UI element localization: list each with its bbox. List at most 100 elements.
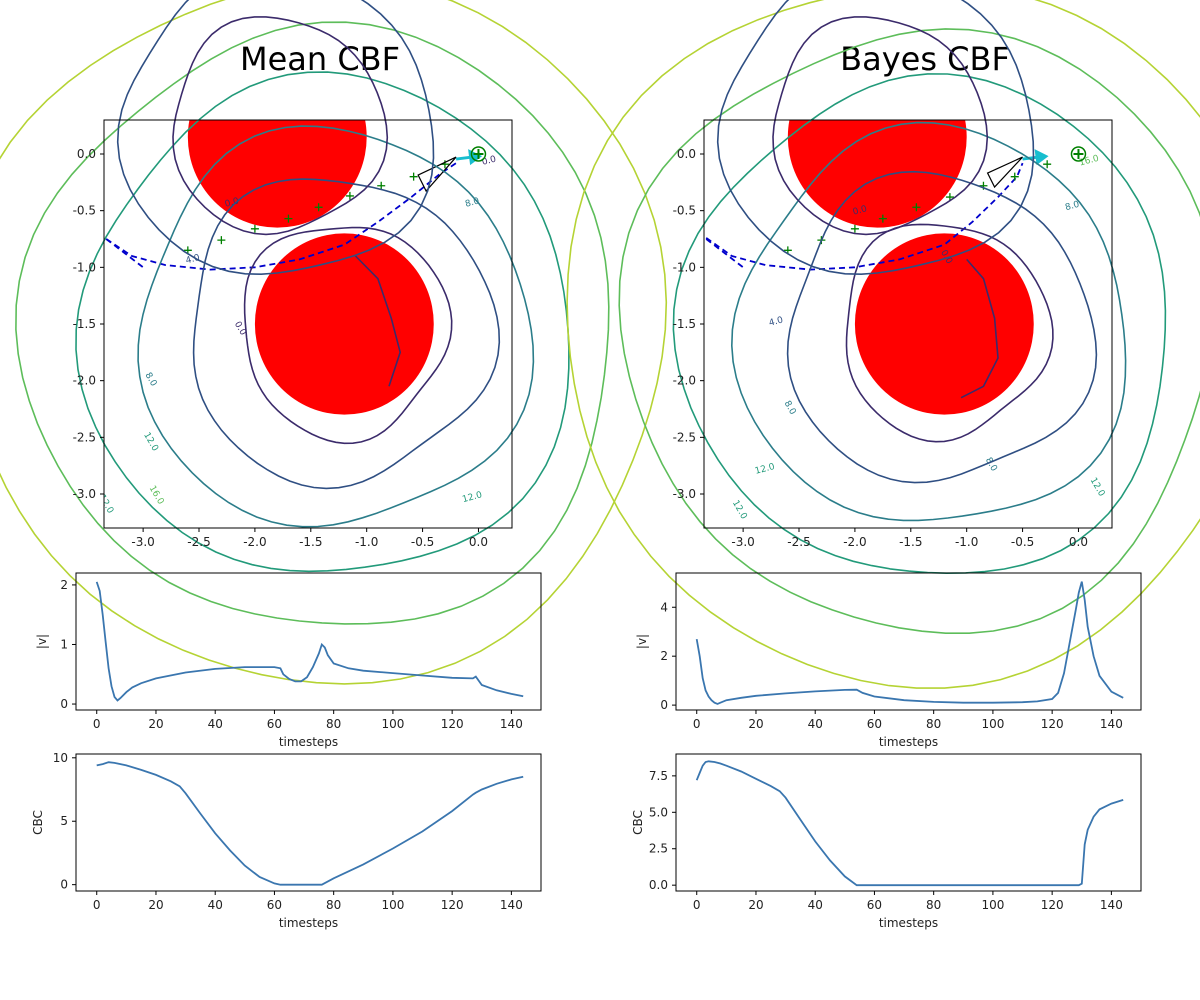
mean-map-waypoint-marker (345, 191, 354, 200)
mean-map-velocity-arrow-head (468, 149, 483, 166)
bayes-cbc-ytick-label: 2.5 (649, 842, 668, 856)
mean-map-xtick-label: -2.5 (187, 535, 210, 549)
bayes-cbc-xtick-label: 140 (1100, 898, 1123, 912)
mean-cbc-xtick-label: 0 (93, 898, 101, 912)
bayes-map-ytick-label: 0.0 (677, 147, 696, 161)
bayes-map-contour-line (786, 170, 1098, 484)
bayes-v-ytick-label: 2 (660, 649, 668, 663)
mean-map-waypoint-marker (314, 203, 323, 212)
mean-map-trajectory (105, 162, 457, 271)
bayes-v-frame (675, 572, 1142, 711)
bayes-map-waypoint-marker (912, 203, 921, 212)
mean-map-ytick-label: -2.5 (73, 430, 96, 444)
mean-v-frame (75, 572, 542, 711)
mean-cbc-ytick-label: 5 (60, 814, 68, 828)
mean-v-ytick-label: 2 (60, 578, 68, 592)
bayes-map-ytick-label: -0.5 (673, 204, 696, 218)
mean-cbc-xtick-label: 100 (381, 898, 404, 912)
bayes-map-obstacle-1 (787, 120, 967, 228)
mean-map-contour-label: 0.0 (481, 154, 498, 167)
mean-map-xtick-label: -1.5 (299, 535, 322, 549)
title-bayes-cbf: Bayes CBF (840, 40, 1010, 78)
mean-map-waypoint-marker (250, 224, 259, 233)
mean-v-xtick-label: 40 (208, 717, 223, 731)
bayes-v-ytick-label: 0 (660, 698, 668, 712)
bayes-map-contour-line (845, 223, 1054, 443)
bayes-cbc-xtick-label: 40 (808, 898, 823, 912)
bayes-cbc-xtick-label: 60 (867, 898, 882, 912)
mean-cbc-xtick-label: 80 (326, 898, 341, 912)
bayes-v-ytick-label: 4 (660, 600, 668, 614)
bayes-map-waypoint-marker (878, 214, 887, 223)
mean-v-xtick-label: 0 (93, 717, 101, 731)
mean-map-contour-line (243, 226, 453, 445)
bayes-map-waypoint-marker (850, 224, 859, 233)
mean-cbc-xlabel: timesteps (279, 916, 338, 930)
mean-cbc-xtick-label: 120 (441, 898, 464, 912)
mean-map-xtick-label: -0.5 (411, 535, 434, 549)
mean-cbc-xtick-label: 40 (208, 898, 223, 912)
bayes-map-robot-triangle (986, 156, 1024, 189)
mean-cbc-series-line (96, 761, 524, 886)
bayes-cbc-ylabel: CBC (631, 810, 645, 835)
bayes-map-xtick-label: -1.0 (955, 535, 978, 549)
bayes-map-xtick-label: -3.0 (731, 535, 754, 549)
bayes-map-contour-line (730, 121, 1127, 522)
mean-map-xtick-label: -3.0 (131, 535, 154, 549)
mean-map-contour-label: 0.0 (224, 196, 241, 209)
bayes-v-xtick-label: 100 (981, 717, 1004, 731)
bayes-v-xtick-label: 140 (1100, 717, 1123, 731)
bayes-cbc-ytick-label: 5.0 (649, 805, 668, 819)
mean-v-xtick-label: 140 (500, 717, 523, 731)
bayes-map-plot-area: 0.00.04.08.08.08.012.012.016.012.0 (705, 120, 1107, 521)
mean-map-ytick-label: -1.0 (73, 260, 96, 274)
mean-map-ytick-label: -1.5 (73, 317, 96, 331)
bayes-map-contour-line (772, 16, 989, 236)
mean-cbc-ytick-label: 10 (53, 751, 68, 765)
mean-map-waypoint-marker (377, 181, 386, 190)
mean-v-ylabel: |v| (35, 634, 49, 649)
bayes-map-contour-label: 12.0 (1088, 476, 1107, 499)
bayes-map-contour-line (566, 0, 1200, 689)
mean-v-xtick-label: 100 (381, 717, 404, 731)
bayes-map-contour-label: 8.0 (782, 399, 798, 417)
mean-map-contour-line (192, 178, 501, 490)
mean-map-ytick-label: -2.0 (73, 374, 96, 388)
bayes-map-contour-line (672, 73, 1167, 575)
bayes-cbc-xtick-label: 20 (748, 898, 763, 912)
mean-map-contour-label: 12.0 (461, 490, 483, 505)
bayes-v-ylabel: |v| (635, 634, 649, 649)
bayes-map-contour-line (716, 0, 1035, 276)
mean-map-xtick-label: -2.0 (243, 535, 266, 549)
mean-map-goal-circle (470, 146, 487, 162)
bayes-map-ytick-label: -1.0 (673, 260, 696, 274)
mean-cbc-ylabel: CBC (31, 810, 45, 835)
mean-cbc-frame (75, 753, 542, 892)
mean-map-contour-label: 12.0 (96, 493, 115, 516)
mean-map-contour-line (116, 0, 435, 276)
mean-map-contour-line (172, 16, 389, 236)
bayes-v-xlabel: timesteps (879, 735, 938, 749)
bayes-cbc-xtick-label: 100 (981, 898, 1004, 912)
bayes-cbc-frame (675, 753, 1142, 892)
bayes-v-xtick-label: 80 (926, 717, 941, 731)
bayes-map-ytick-label: -2.5 (673, 430, 696, 444)
mean-map-contour-line (354, 255, 402, 387)
mean-v-series-line (95, 581, 524, 702)
bayes-map-goal-marker (1073, 149, 1084, 159)
mean-map-contour-label: 4.0 (185, 253, 202, 266)
bayes-v-series-line (695, 581, 1124, 705)
mean-map-contour-line (0, 0, 668, 685)
mean-cbc-xtick-label: 20 (148, 898, 163, 912)
mean-map-ytick-label: -0.5 (73, 204, 96, 218)
bayes-map-trajectory (705, 162, 1024, 271)
bayes-map-ytick-label: -3.0 (673, 487, 696, 501)
bayes-map-obstacle-2 (854, 233, 1034, 415)
bayes-map-contour-line (960, 258, 999, 399)
bayes-map-contour-label: 4.0 (768, 315, 785, 328)
mean-cbc-ytick-label: 0 (60, 878, 68, 892)
bayes-cbc-ytick-label: 0.0 (649, 878, 668, 892)
mean-map-waypoint-marker (284, 214, 293, 223)
mean-cbc-xtick-label: 140 (500, 898, 523, 912)
